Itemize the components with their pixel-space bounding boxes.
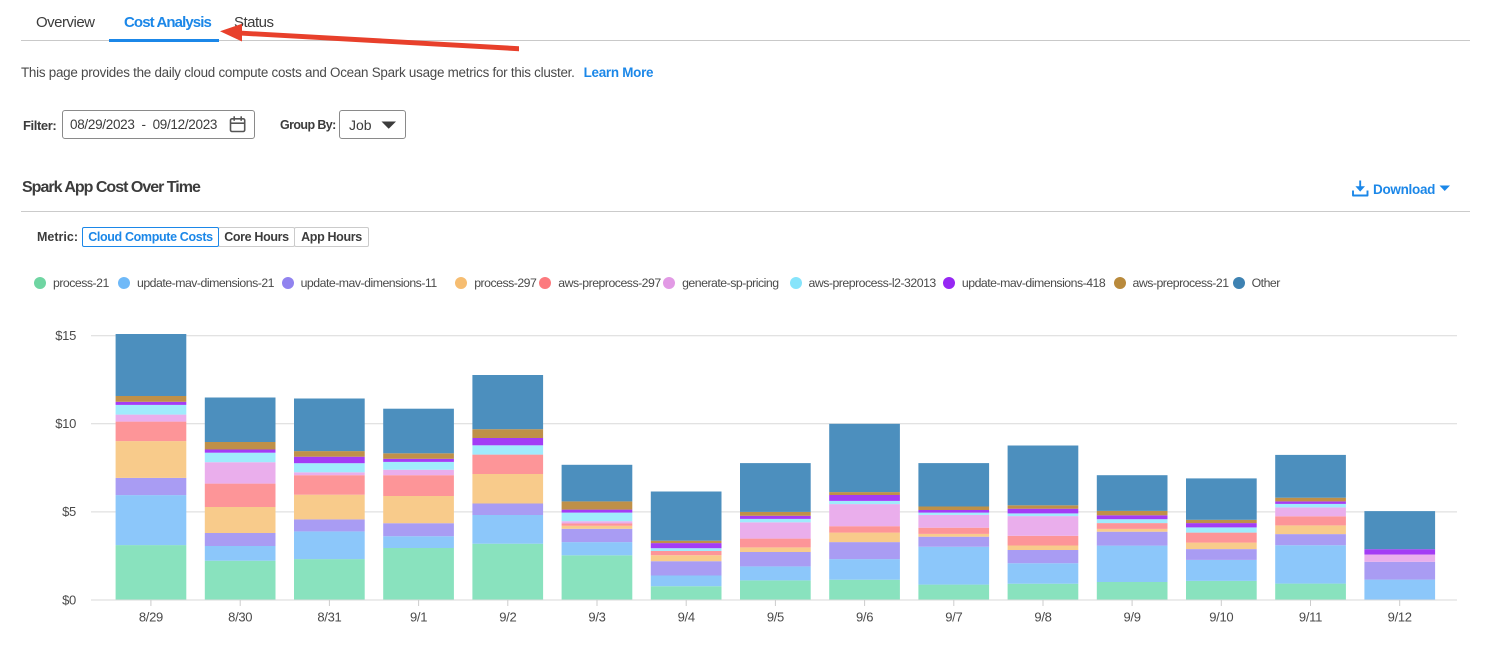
- svg-text:$0: $0: [62, 592, 76, 607]
- svg-text:$10: $10: [55, 416, 76, 431]
- svg-text:8/30: 8/30: [228, 610, 252, 625]
- svg-text:9/12: 9/12: [1388, 610, 1412, 625]
- svg-text:8/29: 8/29: [139, 610, 163, 625]
- svg-text:9/3: 9/3: [588, 610, 605, 625]
- svg-text:9/6: 9/6: [856, 610, 873, 625]
- svg-text:9/4: 9/4: [678, 610, 695, 625]
- svg-text:9/11: 9/11: [1299, 610, 1322, 625]
- svg-text:8/31: 8/31: [317, 610, 341, 625]
- svg-text:9/10: 9/10: [1209, 610, 1233, 625]
- svg-text:9/8: 9/8: [1034, 610, 1051, 625]
- svg-text:$15: $15: [55, 328, 76, 343]
- svg-text:9/2: 9/2: [499, 610, 516, 625]
- svg-text:$5: $5: [62, 504, 76, 519]
- svg-text:9/1: 9/1: [410, 610, 427, 625]
- svg-text:9/7: 9/7: [945, 610, 962, 625]
- svg-text:9/5: 9/5: [767, 610, 784, 625]
- svg-text:9/9: 9/9: [1124, 610, 1141, 625]
